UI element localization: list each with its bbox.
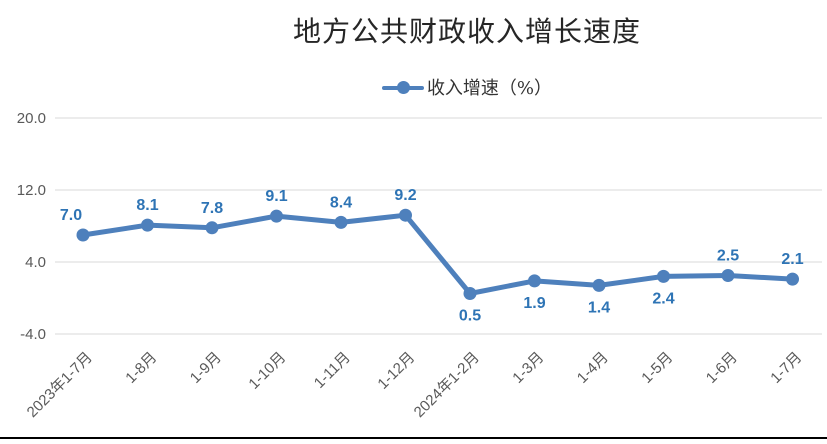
data-point-marker bbox=[528, 274, 541, 288]
data-label: 1.4 bbox=[588, 299, 610, 316]
data-point-marker bbox=[463, 287, 477, 300]
chart-title: 地方公共财政收入增长速度 bbox=[292, 15, 641, 48]
data-label: 9.1 bbox=[265, 188, 287, 205]
data-point-marker bbox=[721, 269, 735, 282]
data-point-marker bbox=[334, 215, 348, 229]
y-tick-label: 12.0 bbox=[17, 182, 46, 199]
data-point-marker bbox=[141, 218, 154, 232]
y-tick-label: -4.0 bbox=[20, 326, 46, 343]
data-label: 8.4 bbox=[330, 194, 352, 211]
data-point-marker bbox=[786, 272, 799, 286]
x-axis-label: 1-10月 bbox=[245, 349, 289, 393]
series-line bbox=[80, 212, 795, 296]
x-axis-label: 2024年1-2月 bbox=[411, 349, 483, 421]
data-label: 9.2 bbox=[394, 187, 416, 204]
data-point-marker bbox=[657, 269, 670, 283]
x-axis-label: 1-6月 bbox=[703, 349, 741, 387]
data-label: 7.8 bbox=[201, 200, 223, 217]
x-axis-label: 1-8月 bbox=[122, 349, 160, 387]
legend-dot-swatch bbox=[396, 80, 410, 94]
data-point-marker bbox=[592, 278, 606, 292]
x-axis-label: 1-9月 bbox=[187, 349, 225, 387]
data-label: 2.1 bbox=[781, 251, 803, 268]
x-axis-label: 2023年1-7月 bbox=[24, 349, 96, 421]
data-label: 7.0 bbox=[60, 207, 82, 224]
data-point-marker bbox=[270, 209, 283, 223]
legend-label: 收入增速（%） bbox=[426, 78, 553, 99]
x-axis-label: 1-7月 bbox=[767, 349, 805, 387]
legend-line-marker-icon bbox=[381, 80, 424, 94]
x-axis-label: 1-4月 bbox=[574, 349, 612, 387]
data-point-marker bbox=[205, 221, 219, 235]
y-tick-label: 4.0 bbox=[25, 254, 46, 271]
data-point-marker bbox=[399, 208, 412, 222]
data-label: 8.1 bbox=[136, 197, 158, 214]
x-axis-label: 1-11月 bbox=[311, 349, 354, 392]
bottom-rule bbox=[0, 437, 827, 439]
data-label: 1.9 bbox=[523, 295, 545, 312]
legend: 收入增速（%） bbox=[107, 76, 827, 99]
x-axis-label: 1-3月 bbox=[509, 349, 547, 387]
data-label: 2.4 bbox=[652, 290, 674, 307]
x-axis-label: 1-5月 bbox=[638, 349, 676, 387]
x-axis-label: 1-12月 bbox=[374, 349, 418, 393]
y-tick-label: 20.0 bbox=[17, 110, 46, 127]
data-point-marker bbox=[76, 228, 90, 242]
data-label: 2.5 bbox=[717, 248, 739, 265]
data-label: 0.5 bbox=[459, 308, 481, 325]
